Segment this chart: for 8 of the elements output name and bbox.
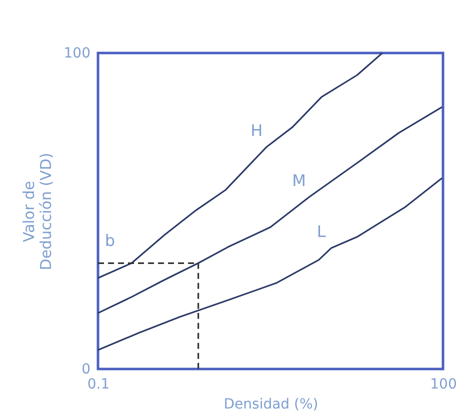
series-label: L [316,222,326,241]
series-label: H [250,120,263,140]
series-label: M [292,171,306,190]
x-tick-label: 0.1 [87,376,110,392]
x-axis-title: Densidad (%) [224,396,318,411]
y-tick-label: 0 [82,362,90,378]
annotation: b [104,231,116,250]
y-axis-title: Valor de Deducción (VD) [20,152,55,270]
